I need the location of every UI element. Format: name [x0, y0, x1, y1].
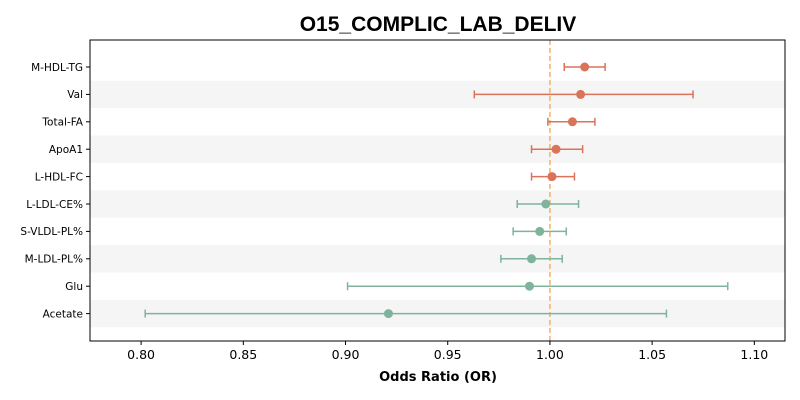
- y-tick-label: ApoA1: [49, 144, 83, 156]
- x-axis-label: Odds Ratio (OR): [379, 370, 497, 385]
- x-tick-label: 1.10: [740, 347, 768, 362]
- or-point: [576, 89, 586, 99]
- x-tick-label: 0.80: [127, 347, 155, 362]
- x-tick-label: 1.00: [536, 347, 564, 362]
- x-tick-label: 1.05: [638, 347, 666, 362]
- data-marks: [144, 62, 729, 319]
- row-band: [90, 190, 785, 218]
- y-tick-label: L-LDL-CE%: [26, 199, 83, 211]
- y-tick-label: M-LDL-PL%: [25, 254, 83, 266]
- x-tick-label: 0.95: [434, 347, 462, 362]
- y-tick-label: S-VLDL-PL%: [20, 226, 83, 238]
- or-point: [527, 254, 537, 264]
- plot-frame: [89, 39, 786, 342]
- y-axis-labels: M-HDL-TG Val Total-FA ApoA1 L-HDL-FC L-LDL-CE…: [20, 62, 90, 320]
- or-point: [567, 117, 577, 127]
- x-tick-label: 0.90: [332, 347, 360, 362]
- or-point: [535, 226, 545, 236]
- row-band: [90, 245, 785, 273]
- or-point: [580, 62, 590, 72]
- or-point: [383, 309, 393, 319]
- y-tick-label: Val: [67, 89, 83, 101]
- y-tick-label: L-HDL-FC: [35, 171, 83, 183]
- or-point: [541, 199, 551, 209]
- y-tick-label: Acetate: [43, 308, 83, 320]
- y-tick-label: M-HDL-TG: [31, 62, 83, 74]
- or-point: [551, 144, 561, 154]
- or-point: [547, 172, 557, 182]
- x-tick-label: 0.85: [229, 347, 257, 362]
- chart-title: O15_COMPLIC_LAB_DELIV: [300, 13, 577, 36]
- row-bands: [90, 80, 785, 328]
- row-band: [90, 135, 785, 163]
- y-tick-label: Total-FA: [41, 117, 83, 129]
- or-point: [524, 281, 534, 291]
- x-axis: 0.80 0.85 0.90 0.95 1.00 1.05 1.10: [127, 341, 768, 362]
- y-tick-label: Glu: [65, 281, 83, 293]
